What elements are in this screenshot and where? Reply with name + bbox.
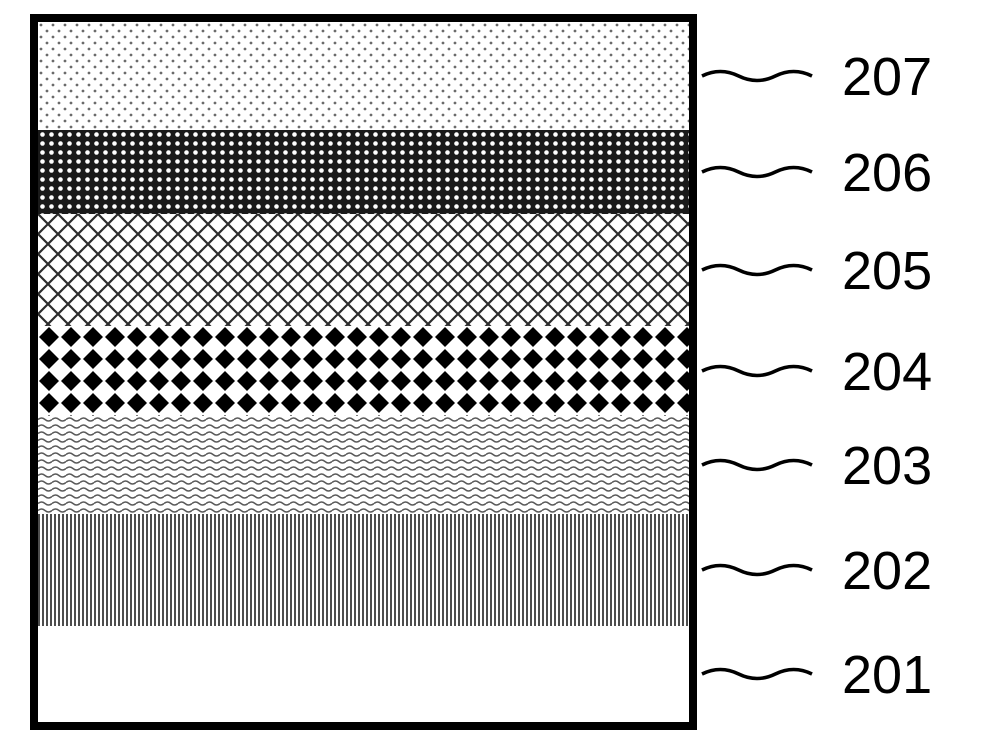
leader-203 bbox=[702, 461, 812, 470]
leader-206 bbox=[702, 168, 812, 177]
label-207: 207 bbox=[842, 46, 932, 108]
label-206: 206 bbox=[842, 142, 932, 204]
label-204: 204 bbox=[842, 341, 932, 403]
leader-205 bbox=[702, 266, 812, 275]
leader-201 bbox=[702, 670, 812, 679]
label-201: 201 bbox=[842, 644, 932, 706]
label-205: 205 bbox=[842, 240, 932, 302]
layer-stack-figure: 207 206 205 204 203 202 201 bbox=[0, 0, 1000, 749]
leader-202 bbox=[702, 566, 812, 575]
label-203: 203 bbox=[842, 435, 932, 497]
label-202: 202 bbox=[842, 540, 932, 602]
leader-207 bbox=[702, 72, 812, 81]
leader-204 bbox=[702, 367, 812, 376]
